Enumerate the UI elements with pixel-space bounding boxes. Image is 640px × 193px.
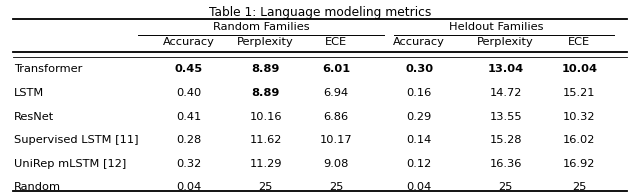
Text: 0.29: 0.29	[406, 112, 432, 122]
Text: ECE: ECE	[568, 37, 590, 47]
Text: 25: 25	[499, 182, 513, 192]
Text: 9.08: 9.08	[323, 159, 349, 169]
Text: 13.04: 13.04	[488, 64, 524, 74]
Text: 0.28: 0.28	[176, 135, 202, 145]
Text: Transformer: Transformer	[14, 64, 83, 74]
Text: 15.21: 15.21	[563, 88, 595, 98]
Text: 10.32: 10.32	[563, 112, 595, 122]
Text: 8.89: 8.89	[252, 88, 280, 98]
Text: Perplexity: Perplexity	[237, 37, 294, 47]
Text: ECE: ECE	[325, 37, 347, 47]
Text: Random: Random	[14, 182, 61, 192]
Text: 6.01: 6.01	[322, 64, 350, 74]
Text: 16.36: 16.36	[490, 159, 522, 169]
Text: 0.45: 0.45	[175, 64, 203, 74]
Text: 10.17: 10.17	[320, 135, 352, 145]
Text: 0.04: 0.04	[406, 182, 432, 192]
Text: Accuracy: Accuracy	[393, 37, 445, 47]
Text: 25: 25	[572, 182, 586, 192]
Text: 0.12: 0.12	[406, 159, 432, 169]
Text: LSTM: LSTM	[14, 88, 44, 98]
Text: 8.89: 8.89	[252, 64, 280, 74]
Text: 25: 25	[329, 182, 343, 192]
Text: 11.29: 11.29	[250, 159, 282, 169]
Text: ResNet: ResNet	[14, 112, 54, 122]
Text: 0.40: 0.40	[176, 88, 202, 98]
Text: 13.55: 13.55	[490, 112, 522, 122]
Text: 6.94: 6.94	[323, 88, 349, 98]
Text: 10.16: 10.16	[250, 112, 282, 122]
Text: 10.04: 10.04	[561, 64, 597, 74]
Text: 0.32: 0.32	[176, 159, 202, 169]
Text: Supervised LSTM [11]: Supervised LSTM [11]	[14, 135, 139, 145]
Text: 6.86: 6.86	[323, 112, 349, 122]
Text: 16.92: 16.92	[563, 159, 595, 169]
Text: 14.72: 14.72	[490, 88, 522, 98]
Text: 0.41: 0.41	[176, 112, 202, 122]
Text: 15.28: 15.28	[490, 135, 522, 145]
Text: 0.14: 0.14	[406, 135, 432, 145]
Text: 11.62: 11.62	[250, 135, 282, 145]
Text: 16.02: 16.02	[563, 135, 595, 145]
Text: Accuracy: Accuracy	[163, 37, 215, 47]
Text: Table 1: Language modeling metrics: Table 1: Language modeling metrics	[209, 6, 431, 19]
Text: Heldout Families: Heldout Families	[449, 22, 543, 32]
Text: Perplexity: Perplexity	[477, 37, 534, 47]
Text: 0.16: 0.16	[406, 88, 432, 98]
Text: UniRep mLSTM [12]: UniRep mLSTM [12]	[14, 159, 126, 169]
Text: 0.30: 0.30	[405, 64, 433, 74]
Text: Random Families: Random Families	[213, 22, 309, 32]
Text: 25: 25	[259, 182, 273, 192]
Text: 0.04: 0.04	[176, 182, 202, 192]
